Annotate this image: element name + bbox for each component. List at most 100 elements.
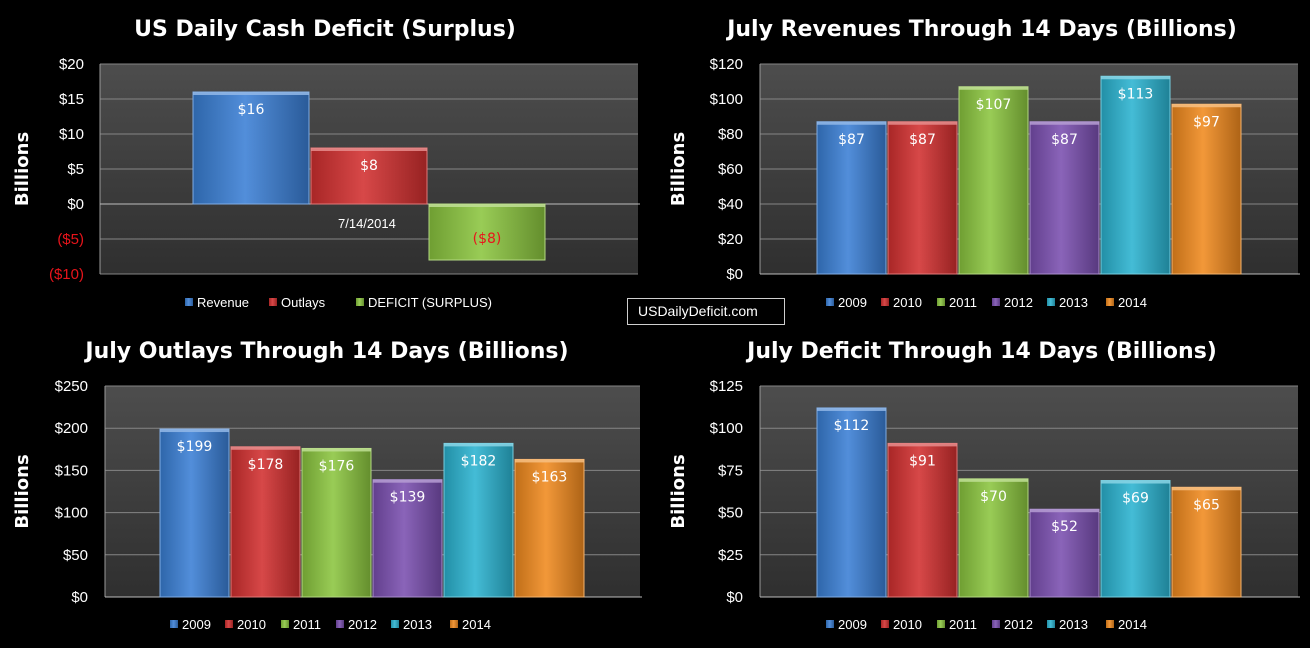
legend-swatch [1106, 620, 1114, 628]
legend-swatch [937, 620, 945, 628]
source-label: USDailyDeficit.com [627, 298, 785, 325]
legend-swatch [937, 298, 945, 306]
data-label: $8 [360, 158, 378, 174]
date-annotation: 7/14/2014 [338, 216, 396, 231]
bar [887, 121, 958, 275]
y-tick-label: $0 [726, 589, 743, 606]
bar-highlight [1030, 509, 1099, 513]
y-tick-label: $100 [710, 91, 743, 108]
bar-highlight [373, 479, 442, 483]
y-tick-label: $200 [55, 420, 88, 437]
data-label: $16 [238, 102, 265, 118]
bar-highlight [231, 446, 300, 450]
bar-highlight [1101, 76, 1170, 80]
y-tick-label: $50 [63, 547, 88, 564]
chart-title: July Outlays Through 14 Days (Billions) [83, 339, 568, 364]
legend-label: 2012 [1004, 295, 1033, 310]
bar-highlight [959, 478, 1028, 482]
y-tick-label: $50 [718, 505, 743, 522]
legend-swatch [269, 298, 277, 306]
data-label: ($8) [473, 231, 502, 247]
data-label: $52 [1051, 519, 1078, 535]
legend-label: DEFICIT (SURPLUS) [368, 295, 492, 310]
bar [514, 458, 585, 598]
bar-highlight [515, 459, 584, 463]
data-label: $112 [834, 418, 870, 434]
legend-label: 2009 [838, 295, 867, 310]
data-label: $69 [1122, 491, 1149, 507]
y-axis-label: Billions [668, 454, 689, 528]
legend-label: 2010 [893, 295, 922, 310]
legend-label: 2013 [1059, 617, 1088, 632]
legend-swatch [281, 620, 289, 628]
chart-title: US Daily Cash Deficit (Surplus) [134, 17, 516, 42]
bar [192, 91, 310, 205]
legend-swatch [826, 620, 834, 628]
data-label: $199 [177, 439, 213, 455]
y-tick-label: $20 [59, 56, 84, 73]
y-tick-label: $100 [710, 420, 743, 437]
legend-swatch [336, 620, 344, 628]
bar-highlight [429, 204, 545, 207]
bar [816, 121, 887, 275]
chart-title: July Revenues Through 14 Days (Billions) [725, 17, 1237, 42]
y-tick-label: $60 [718, 161, 743, 178]
chart-title: July Deficit Through 14 Days (Billions) [745, 339, 1217, 364]
legend: 2009 2010 2011 2012 2013 2014 [826, 295, 1147, 310]
legend-swatch [1106, 298, 1114, 306]
bar [372, 479, 443, 598]
bar [1171, 103, 1242, 275]
data-label: $97 [1193, 114, 1220, 130]
y-axis-label: Billions [668, 132, 689, 206]
legend-label: Revenue [197, 295, 249, 310]
data-label: $87 [838, 132, 865, 148]
bar [1029, 508, 1100, 598]
y-tick-label: $125 [710, 378, 743, 395]
bar-highlight [817, 121, 886, 125]
y-axis-label: Billions [12, 132, 33, 206]
legend-label: 2009 [182, 617, 211, 632]
legend-label: 2010 [237, 617, 266, 632]
legend-label: 2014 [1118, 617, 1147, 632]
bar-highlight [888, 121, 957, 125]
data-label: $182 [461, 453, 497, 469]
legend-swatch [826, 298, 834, 306]
legend: 2009 2010 2011 2012 2013 2014 [170, 617, 491, 632]
data-label: $107 [976, 97, 1012, 113]
bar-highlight [959, 86, 1028, 90]
y-tick-label: $75 [718, 462, 743, 479]
bar [443, 442, 514, 598]
legend-label: 2011 [293, 617, 321, 632]
y-tick-label: $100 [55, 505, 88, 522]
y-tick-label: ($5) [57, 231, 84, 248]
y-tick-label: $80 [718, 126, 743, 143]
legend: Revenue Outlays DEFICIT (SURPLUS) [185, 295, 492, 310]
bar-highlight [193, 92, 309, 95]
data-label: $113 [1118, 86, 1154, 102]
bar-highlight [1101, 480, 1170, 484]
y-tick-label: $0 [726, 266, 743, 283]
legend-label: 2014 [1118, 295, 1147, 310]
data-label: $87 [909, 132, 936, 148]
legend-swatch [170, 620, 178, 628]
legend-label: 2009 [838, 617, 867, 632]
legend-swatch [225, 620, 233, 628]
legend-swatch [1047, 620, 1055, 628]
y-tick-label: $120 [710, 56, 743, 73]
bar [310, 147, 428, 205]
bar [1171, 486, 1242, 598]
bar-highlight [160, 429, 229, 433]
y-axis-label: Billions [12, 454, 33, 528]
bar-highlight [817, 407, 886, 411]
legend-label: 2013 [1059, 295, 1088, 310]
legend: 2009 2010 2011 2012 2013 2014 [826, 617, 1147, 632]
y-tick-label: $15 [59, 91, 84, 108]
y-tick-label: $25 [718, 547, 743, 564]
y-tick-label: $20 [718, 231, 743, 248]
bar-highlight [444, 443, 513, 447]
y-tick-label: $40 [718, 196, 743, 213]
bar [1100, 75, 1171, 275]
legend-label: 2011 [949, 617, 977, 632]
bar-highlight [1172, 487, 1241, 491]
